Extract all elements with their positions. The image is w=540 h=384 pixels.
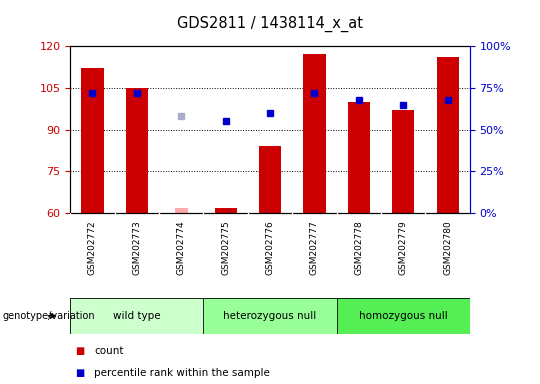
Bar xyxy=(348,102,370,213)
Bar xyxy=(392,110,414,213)
Text: GSM202775: GSM202775 xyxy=(221,220,230,275)
Text: GSM202777: GSM202777 xyxy=(310,220,319,275)
Text: genotype/variation: genotype/variation xyxy=(3,311,96,321)
Text: GSM202778: GSM202778 xyxy=(354,220,363,275)
Bar xyxy=(436,57,458,213)
Text: GSM202773: GSM202773 xyxy=(132,220,141,275)
Text: wild type: wild type xyxy=(113,311,160,321)
Text: count: count xyxy=(94,346,124,356)
Bar xyxy=(214,207,237,213)
Bar xyxy=(336,298,470,334)
Text: GSM202774: GSM202774 xyxy=(177,220,186,275)
Bar xyxy=(126,88,148,213)
Text: GDS2811 / 1438114_x_at: GDS2811 / 1438114_x_at xyxy=(177,15,363,31)
Text: GSM202779: GSM202779 xyxy=(399,220,408,275)
Bar xyxy=(82,68,104,213)
Text: GSM202776: GSM202776 xyxy=(266,220,274,275)
Text: homozygous null: homozygous null xyxy=(359,311,448,321)
Text: ■: ■ xyxy=(76,368,85,378)
Text: GSM202772: GSM202772 xyxy=(88,220,97,275)
Bar xyxy=(174,207,188,213)
Bar xyxy=(259,146,281,213)
Text: ■: ■ xyxy=(76,346,85,356)
Text: percentile rank within the sample: percentile rank within the sample xyxy=(94,368,271,378)
Text: heterozygous null: heterozygous null xyxy=(224,311,316,321)
Bar xyxy=(303,55,326,213)
Text: GSM202780: GSM202780 xyxy=(443,220,452,275)
Bar xyxy=(204,298,336,334)
Bar xyxy=(70,298,204,334)
